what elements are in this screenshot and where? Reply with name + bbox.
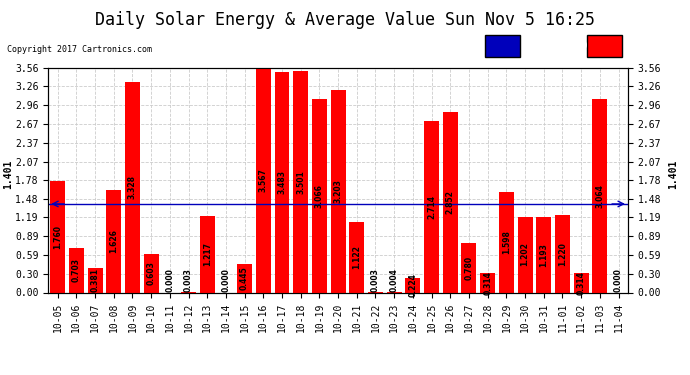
Text: 1.598: 1.598: [502, 230, 511, 254]
Text: 0.003: 0.003: [371, 268, 380, 292]
Bar: [331, 90, 346, 292]
Text: 1.220: 1.220: [558, 242, 567, 266]
Text: 2.852: 2.852: [446, 190, 455, 214]
Bar: [593, 99, 607, 292]
Text: 1.401: 1.401: [3, 160, 13, 189]
FancyBboxPatch shape: [485, 35, 520, 57]
Text: 1.217: 1.217: [203, 242, 212, 266]
Bar: [499, 192, 514, 292]
Text: 3.567: 3.567: [259, 168, 268, 192]
Text: 0.314: 0.314: [577, 271, 586, 294]
Text: 3.066: 3.066: [315, 184, 324, 207]
Text: 1.122: 1.122: [353, 245, 362, 269]
Text: 0.445: 0.445: [240, 267, 249, 290]
Text: 0.003: 0.003: [184, 268, 193, 292]
Text: 0.004: 0.004: [390, 268, 399, 292]
Text: 1.626: 1.626: [109, 229, 118, 253]
Bar: [349, 222, 364, 292]
Text: 1.202: 1.202: [520, 243, 529, 267]
Bar: [125, 82, 140, 292]
Text: 3.328: 3.328: [128, 176, 137, 200]
Text: 0.000: 0.000: [614, 268, 623, 292]
Text: 3.064: 3.064: [595, 184, 604, 208]
Text: 3.483: 3.483: [277, 170, 286, 194]
Bar: [237, 264, 252, 292]
Bar: [312, 99, 327, 292]
Bar: [199, 216, 215, 292]
Text: 1.193: 1.193: [540, 243, 549, 267]
Bar: [106, 190, 121, 292]
Text: 0.314: 0.314: [483, 271, 492, 294]
Text: 0.000: 0.000: [166, 268, 175, 292]
Bar: [144, 254, 159, 292]
Text: 3.501: 3.501: [296, 170, 305, 194]
Bar: [518, 216, 533, 292]
Text: Daily   ($): Daily ($): [626, 42, 685, 51]
Text: 0.224: 0.224: [408, 273, 417, 297]
Bar: [424, 121, 439, 292]
Text: Copyright 2017 Cartronics.com: Copyright 2017 Cartronics.com: [7, 45, 152, 54]
Bar: [406, 278, 420, 292]
Text: 1.760: 1.760: [53, 225, 62, 249]
Text: Daily Solar Energy & Average Value Sun Nov 5 16:25: Daily Solar Energy & Average Value Sun N…: [95, 11, 595, 29]
Text: 0.703: 0.703: [72, 258, 81, 282]
Text: Average  ($): Average ($): [524, 42, 588, 51]
Bar: [555, 215, 570, 292]
Text: 0.000: 0.000: [221, 268, 230, 292]
FancyBboxPatch shape: [587, 35, 622, 57]
Text: 3.203: 3.203: [333, 179, 343, 203]
Text: 2.714: 2.714: [427, 195, 436, 219]
Bar: [443, 112, 457, 292]
Bar: [536, 217, 551, 292]
Bar: [275, 72, 290, 292]
Text: 0.381: 0.381: [90, 268, 99, 292]
Bar: [88, 268, 103, 292]
Text: 0.603: 0.603: [147, 261, 156, 285]
Text: 1.401: 1.401: [668, 160, 678, 189]
Bar: [573, 273, 589, 292]
Text: 0.780: 0.780: [464, 256, 473, 280]
Bar: [69, 248, 83, 292]
Bar: [256, 67, 270, 292]
Bar: [480, 273, 495, 292]
Bar: [50, 181, 65, 292]
Bar: [293, 71, 308, 292]
Bar: [462, 243, 477, 292]
